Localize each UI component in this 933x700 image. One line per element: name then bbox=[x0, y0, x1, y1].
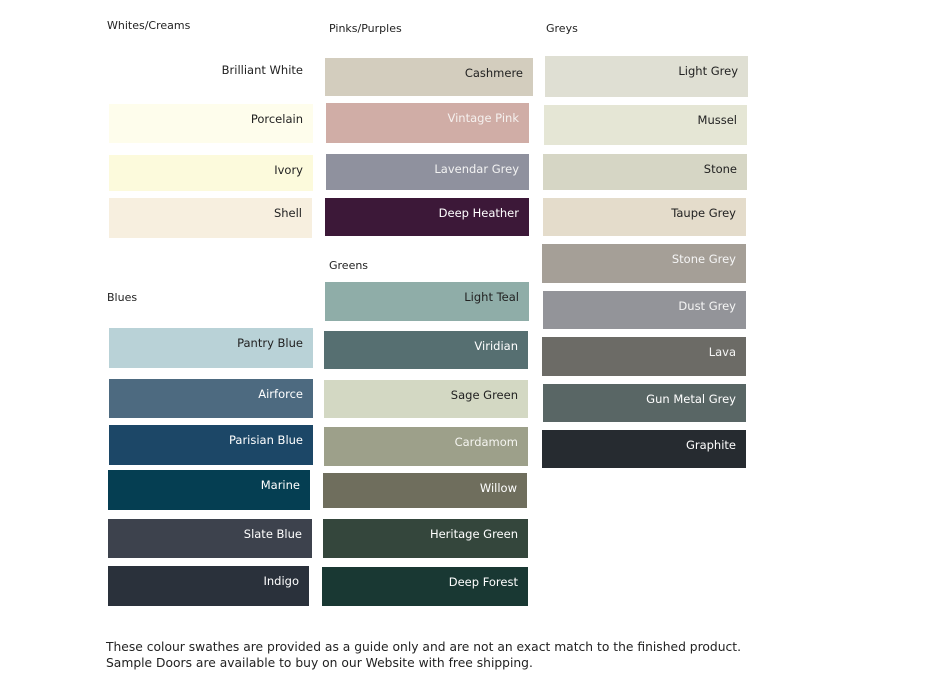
colour-swatch: Marine bbox=[108, 470, 310, 510]
colour-swatch: Light Grey bbox=[545, 56, 748, 97]
group-heading: Blues bbox=[107, 291, 138, 304]
colour-swatch: Viridian bbox=[324, 331, 528, 369]
colour-swatch: Porcelain bbox=[109, 104, 313, 143]
swatch-label: Porcelain bbox=[250, 112, 303, 126]
group-heading: Greens bbox=[329, 259, 369, 272]
colour-swatch: Mussel bbox=[544, 105, 747, 145]
colour-swatch: Deep Heather bbox=[325, 198, 529, 236]
colour-swatch: Graphite bbox=[542, 430, 746, 468]
colour-swatch: Cashmere bbox=[325, 58, 533, 96]
colour-swatch: Dust Grey bbox=[543, 291, 746, 329]
swatch-label: Shell bbox=[273, 206, 302, 220]
colour-swatch: Shell bbox=[109, 198, 312, 238]
colour-swatch: Lavendar Grey bbox=[326, 154, 529, 190]
colour-swatch: Sage Green bbox=[324, 380, 528, 418]
colour-swatch: Lava bbox=[542, 337, 746, 376]
swatch-label: Sage Green bbox=[450, 388, 518, 402]
group-heading: Greys bbox=[546, 22, 578, 35]
swatch-label: Slate Blue bbox=[243, 527, 302, 541]
colour-swatch: Indigo bbox=[108, 566, 309, 606]
swatch-label: Parisian Blue bbox=[228, 433, 303, 447]
swatch-label: Mussel bbox=[697, 113, 737, 127]
swatch-label: Vintage Pink bbox=[447, 111, 519, 125]
swatch-label: Airforce bbox=[258, 387, 303, 401]
colour-swatch: Stone bbox=[543, 154, 747, 190]
swatch-label: Light Teal bbox=[464, 290, 519, 304]
swatch-label: Heritage Green bbox=[429, 527, 518, 541]
group-heading: Whites/Creams bbox=[107, 19, 191, 32]
swatch-label: Taupe Grey bbox=[671, 206, 736, 220]
swatch-label: Cashmere bbox=[464, 66, 523, 80]
swatch-label: Deep Forest bbox=[448, 575, 518, 589]
colour-swatch: Heritage Green bbox=[323, 519, 528, 558]
swatch-label: Willow bbox=[479, 481, 517, 495]
group-heading: Pinks/Purples bbox=[329, 22, 402, 35]
swatch-label: Cardamom bbox=[454, 435, 518, 449]
colour-swatch: Light Teal bbox=[325, 282, 529, 321]
swatch-label: Lavendar Grey bbox=[434, 162, 519, 176]
swatch-label: Dust Grey bbox=[678, 299, 736, 313]
swatch-label: Light Grey bbox=[678, 64, 738, 78]
colour-swatch: Willow bbox=[323, 473, 527, 508]
swatch-label: Viridian bbox=[474, 339, 518, 353]
colour-swatch: Slate Blue bbox=[108, 519, 312, 558]
colour-swatch: Cardamom bbox=[324, 427, 528, 466]
swatch-label: Lava bbox=[708, 345, 736, 359]
colour-swatch: Brilliant White bbox=[109, 55, 313, 95]
colour-swatch: Gun Metal Grey bbox=[543, 384, 746, 422]
colour-swatch: Airforce bbox=[109, 379, 313, 418]
colour-swatch: Pantry Blue bbox=[109, 328, 313, 368]
colour-swatch: Deep Forest bbox=[322, 567, 528, 606]
colour-swatch: Ivory bbox=[109, 155, 313, 191]
swatch-label: Stone Grey bbox=[671, 252, 736, 266]
swatch-label: Stone bbox=[703, 162, 737, 176]
swatch-label: Marine bbox=[260, 478, 300, 492]
swatch-label: Deep Heather bbox=[438, 206, 519, 220]
swatch-label: Indigo bbox=[263, 574, 299, 588]
swatch-label: Gun Metal Grey bbox=[646, 392, 736, 406]
disclaimer-text: These colour swathes are provided as a g… bbox=[106, 640, 741, 670]
colour-swatch: Taupe Grey bbox=[543, 198, 746, 236]
swatch-label: Brilliant White bbox=[221, 63, 303, 77]
swatch-label: Pantry Blue bbox=[237, 336, 303, 350]
swatch-label: Graphite bbox=[685, 438, 736, 452]
colour-swatch: Vintage Pink bbox=[326, 103, 529, 143]
colour-swatch: Parisian Blue bbox=[109, 425, 313, 465]
swatch-label: Ivory bbox=[274, 163, 303, 177]
colour-swatch: Stone Grey bbox=[542, 244, 746, 283]
